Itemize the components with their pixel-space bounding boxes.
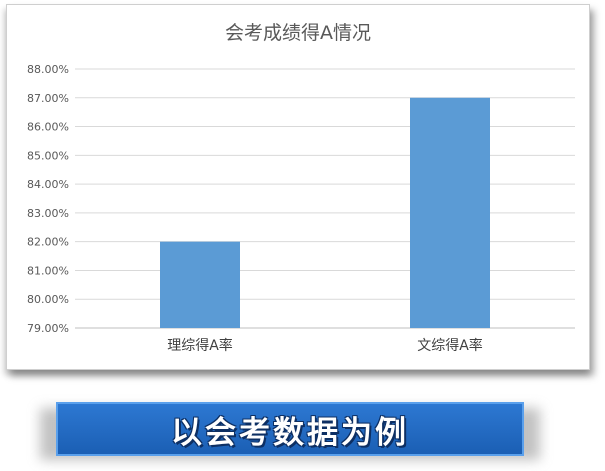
- y-tick-label: 87.00%: [27, 92, 69, 105]
- y-tick-label: 88.00%: [27, 63, 69, 76]
- chart-title: 会考成绩得A情况: [225, 22, 371, 44]
- y-tick-label: 81.00%: [27, 264, 69, 277]
- chart-frame: 会考成绩得A情况 88.00% 87.00% 86.00% 85.00% 84.00% 8…: [6, 4, 590, 370]
- banner-text: 以会考数据为例: [171, 414, 409, 451]
- y-tick-label: 79.00%: [27, 322, 69, 335]
- y-tick-label: 80.00%: [27, 293, 69, 306]
- y-tick-label: 84.00%: [27, 178, 69, 191]
- y-tick-label: 85.00%: [27, 149, 69, 162]
- bar-2: [410, 97, 490, 329]
- caption-banner: 以会考数据为例: [56, 402, 524, 456]
- bar-chart: 会考成绩得A情况 88.00% 87.00% 86.00% 85.00% 84.00% 8…: [27, 22, 575, 354]
- y-tick-label: 86.00%: [27, 121, 69, 134]
- y-tick-label: 83.00%: [27, 207, 69, 220]
- x-category-label: 文综得A率: [417, 337, 483, 354]
- bar-1: [160, 241, 240, 328]
- x-category-label: 理综得A率: [167, 337, 233, 354]
- y-tick-label: 82.00%: [27, 236, 69, 249]
